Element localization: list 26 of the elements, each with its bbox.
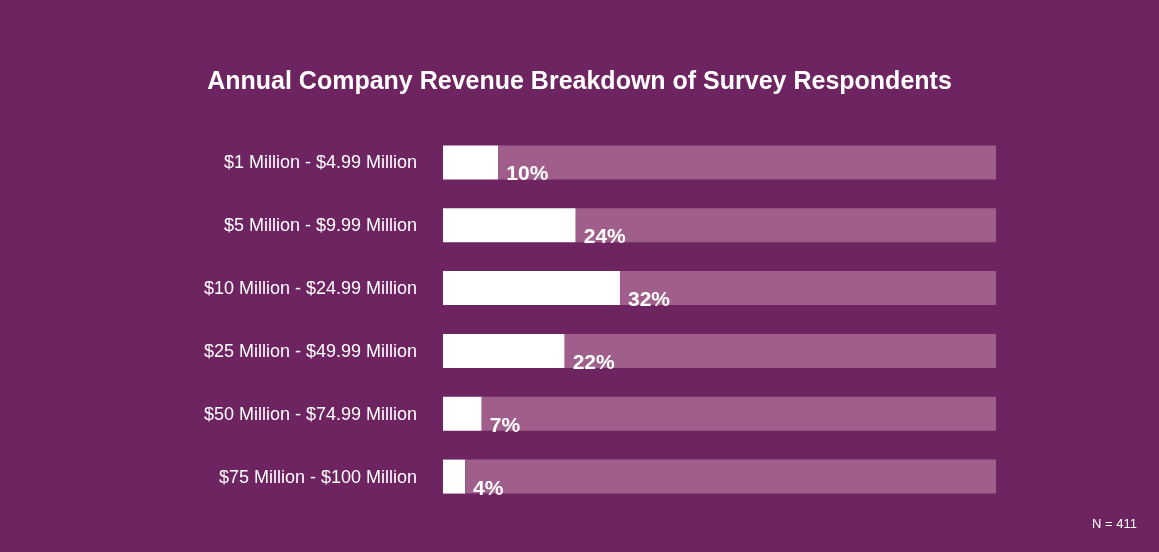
bar	[443, 333, 565, 368]
bar	[575, 208, 996, 243]
y-tick-label: $75 Million - $100 Million	[218, 466, 417, 487]
text: N = 411	[1092, 516, 1138, 531]
data-label: 32%	[627, 287, 671, 311]
y-tick-label: $10 Million - $24.99 Million	[203, 278, 417, 299]
data-label: 4%	[473, 475, 504, 499]
bar	[481, 396, 996, 431]
bar	[443, 459, 466, 494]
bar	[619, 271, 996, 306]
chart-title: Annual Company Revenue Breakdown of Survey Respondents	[207, 65, 952, 94]
bar	[443, 396, 482, 431]
bar	[443, 145, 499, 180]
bar	[443, 271, 620, 306]
bar	[498, 145, 996, 180]
data-label: 24%	[583, 224, 627, 248]
bar	[465, 459, 996, 494]
y-tick-label: $5 Million - $9.99 Million	[223, 215, 417, 236]
data-label: 7%	[489, 412, 521, 436]
y-tick-label: $50 Million - $74.99 Million	[203, 403, 417, 424]
y-tick-label: $1 Million - $4.99 Million	[223, 152, 417, 173]
bar	[443, 208, 576, 243]
y-tick-label: $25 Million - $49.99 Million	[203, 340, 417, 361]
bar	[564, 333, 996, 368]
data-label: 10%	[506, 161, 549, 185]
data-label: 22%	[572, 349, 616, 373]
